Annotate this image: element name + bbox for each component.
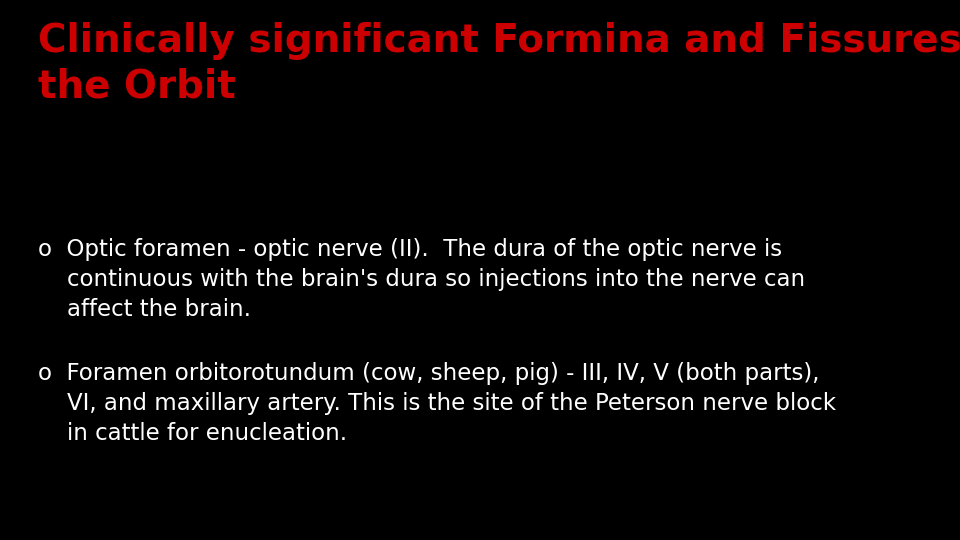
Text: o  Optic foramen - optic nerve (II).  The dura of the optic nerve is
    continu: o Optic foramen - optic nerve (II). The … [38,238,805,321]
Text: Clinically significant Formina and Fissures of
the Orbit: Clinically significant Formina and Fissu… [38,22,960,105]
Text: o  Foramen orbitorotundum (cow, sheep, pig) - III, IV, V (both parts),
    VI, a: o Foramen orbitorotundum (cow, sheep, pi… [38,362,836,445]
